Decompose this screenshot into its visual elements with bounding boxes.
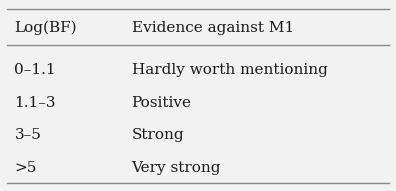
Text: >5: >5 — [15, 161, 37, 175]
Text: Hardly worth mentioning: Hardly worth mentioning — [131, 63, 327, 78]
Text: Evidence against M1: Evidence against M1 — [131, 21, 294, 35]
Text: 0–1.1: 0–1.1 — [15, 63, 56, 78]
Text: Very strong: Very strong — [131, 161, 221, 175]
Text: 3–5: 3–5 — [15, 128, 41, 142]
Text: Positive: Positive — [131, 96, 192, 110]
Text: Log(BF): Log(BF) — [15, 21, 77, 35]
Text: Strong: Strong — [131, 128, 184, 142]
Text: 1.1–3: 1.1–3 — [15, 96, 56, 110]
